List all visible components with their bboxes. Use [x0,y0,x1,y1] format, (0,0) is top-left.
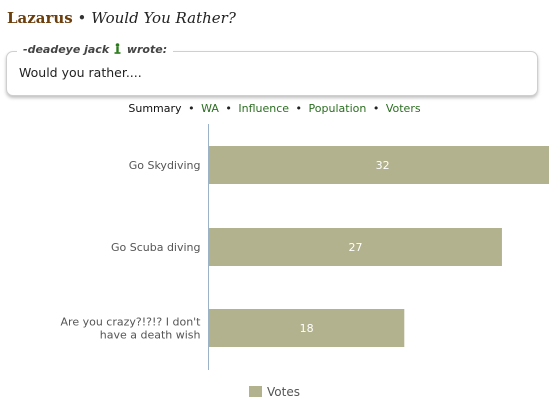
chart-legend: Votes [0,385,549,399]
nav-link-voters[interactable]: Voters [385,102,421,115]
region-name[interactable]: Lazarus [7,9,73,27]
poll-heading: Lazarus • Would You Rather? [7,8,236,28]
nav-separator: • [225,102,232,115]
chart-bar[interactable] [209,309,405,347]
bar-value-label: 32 [376,159,390,172]
category-label-line: Go Scuba diving [111,241,201,254]
bar-value-label: 27 [348,241,362,254]
legend-label[interactable]: Votes [267,385,300,399]
legend-swatch [249,386,263,397]
quote-wrote-label: wrote: [126,43,168,56]
category-label-line: Go Skydiving [129,159,201,172]
chart-bar[interactable] [209,146,549,184]
category-label-line: Are you crazy?!?!? I don't [61,316,202,329]
quote-author-line: -deadeye jack wrote: [17,43,174,58]
category-label: Go Skydiving [129,159,201,172]
nav-summary[interactable]: Summary [128,102,182,115]
nav-link-population[interactable]: Population [308,102,367,115]
category-label: Go Scuba diving [111,241,201,254]
person-icon [114,43,121,58]
category-label-line: have a death wish [100,329,201,342]
nav-link-wa[interactable]: WA [201,102,219,115]
category-label: Are you crazy?!?!? I don't have a death w… [61,316,202,342]
nav-link-influence[interactable]: Influence [238,102,290,115]
quote-author[interactable]: -deadeye jack [23,43,110,56]
chart-bar[interactable] [209,228,502,266]
nav-separator: • [188,102,195,115]
nav-separator: • [372,102,380,115]
title-bullet: • [77,9,87,27]
quote-box: Would you rather.... [6,51,538,96]
quote-text: Would you rather.... [19,65,142,80]
poll-title: Would You Rather? [91,9,236,27]
bar-value-label: 18 [300,322,314,335]
poll-view-nav: Summary • WA • Influence • Population • … [0,102,549,116]
nav-separator: • [295,102,303,115]
